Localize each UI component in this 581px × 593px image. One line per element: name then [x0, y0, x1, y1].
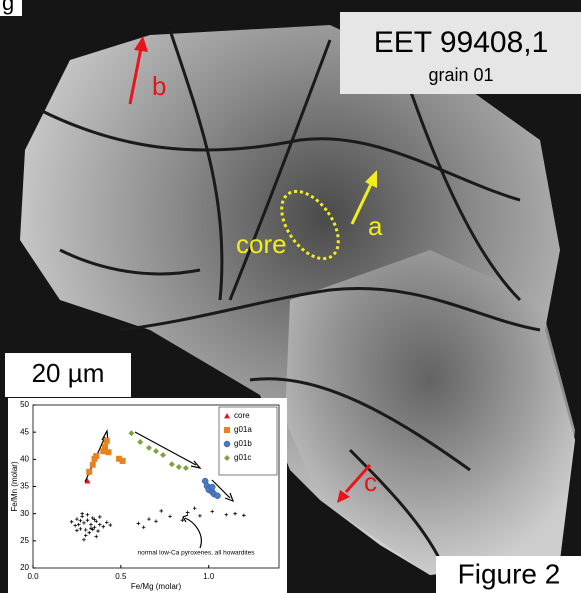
point: [120, 458, 126, 464]
point: [104, 438, 110, 444]
y-tick-label: 25: [20, 536, 29, 545]
y-tick-label: 20: [20, 563, 29, 572]
corner-label: g: [2, 0, 14, 15]
legend-marker: [224, 441, 230, 447]
y-tick-label: 40: [20, 454, 29, 463]
point: [102, 444, 108, 450]
legend-marker: [224, 427, 230, 433]
label-a: a: [368, 211, 383, 241]
scale-label: 20 µm: [32, 358, 105, 388]
point: [86, 469, 92, 475]
sample-label: EET 99408,1: [374, 26, 549, 59]
x-tick-label: 0.0: [27, 572, 39, 581]
point: [215, 493, 221, 499]
legend-label: g01b: [234, 439, 252, 448]
legend-label: core: [234, 411, 250, 420]
legend-label: g01a: [234, 425, 252, 434]
label-b: b: [152, 71, 166, 101]
label-c: c: [364, 467, 377, 497]
annotation: normal low-Ca pyroxenes, all howardites: [137, 550, 255, 557]
figure: g EET 99408,1 grain 01 b a core c 20 µm …: [0, 0, 581, 593]
grain-label: grain 01: [428, 65, 493, 85]
point: [90, 462, 96, 468]
x-tick-label: 1.0: [203, 572, 215, 581]
figure-label: Figure 2: [458, 558, 561, 589]
legend-label: g01c: [234, 453, 251, 462]
point: [93, 453, 99, 459]
y-tick-label: 30: [20, 509, 29, 518]
inset-chart: 20 25 30 35 40 45 50 0.0 0.5 1.0 Fe/Mg (molar) Fe/M…: [8, 398, 287, 593]
label-core: core: [236, 229, 287, 259]
point: [106, 449, 112, 455]
y-tick-label: 35: [20, 482, 29, 491]
y-tick-label: 50: [20, 400, 29, 409]
y-axis-label: Fe/Mn (molar): [10, 461, 19, 512]
point: [209, 484, 215, 490]
x-axis-label: Fe/Mg (molar): [131, 582, 182, 591]
x-tick-label: 0.5: [115, 572, 127, 581]
y-tick-label: 45: [20, 427, 29, 436]
